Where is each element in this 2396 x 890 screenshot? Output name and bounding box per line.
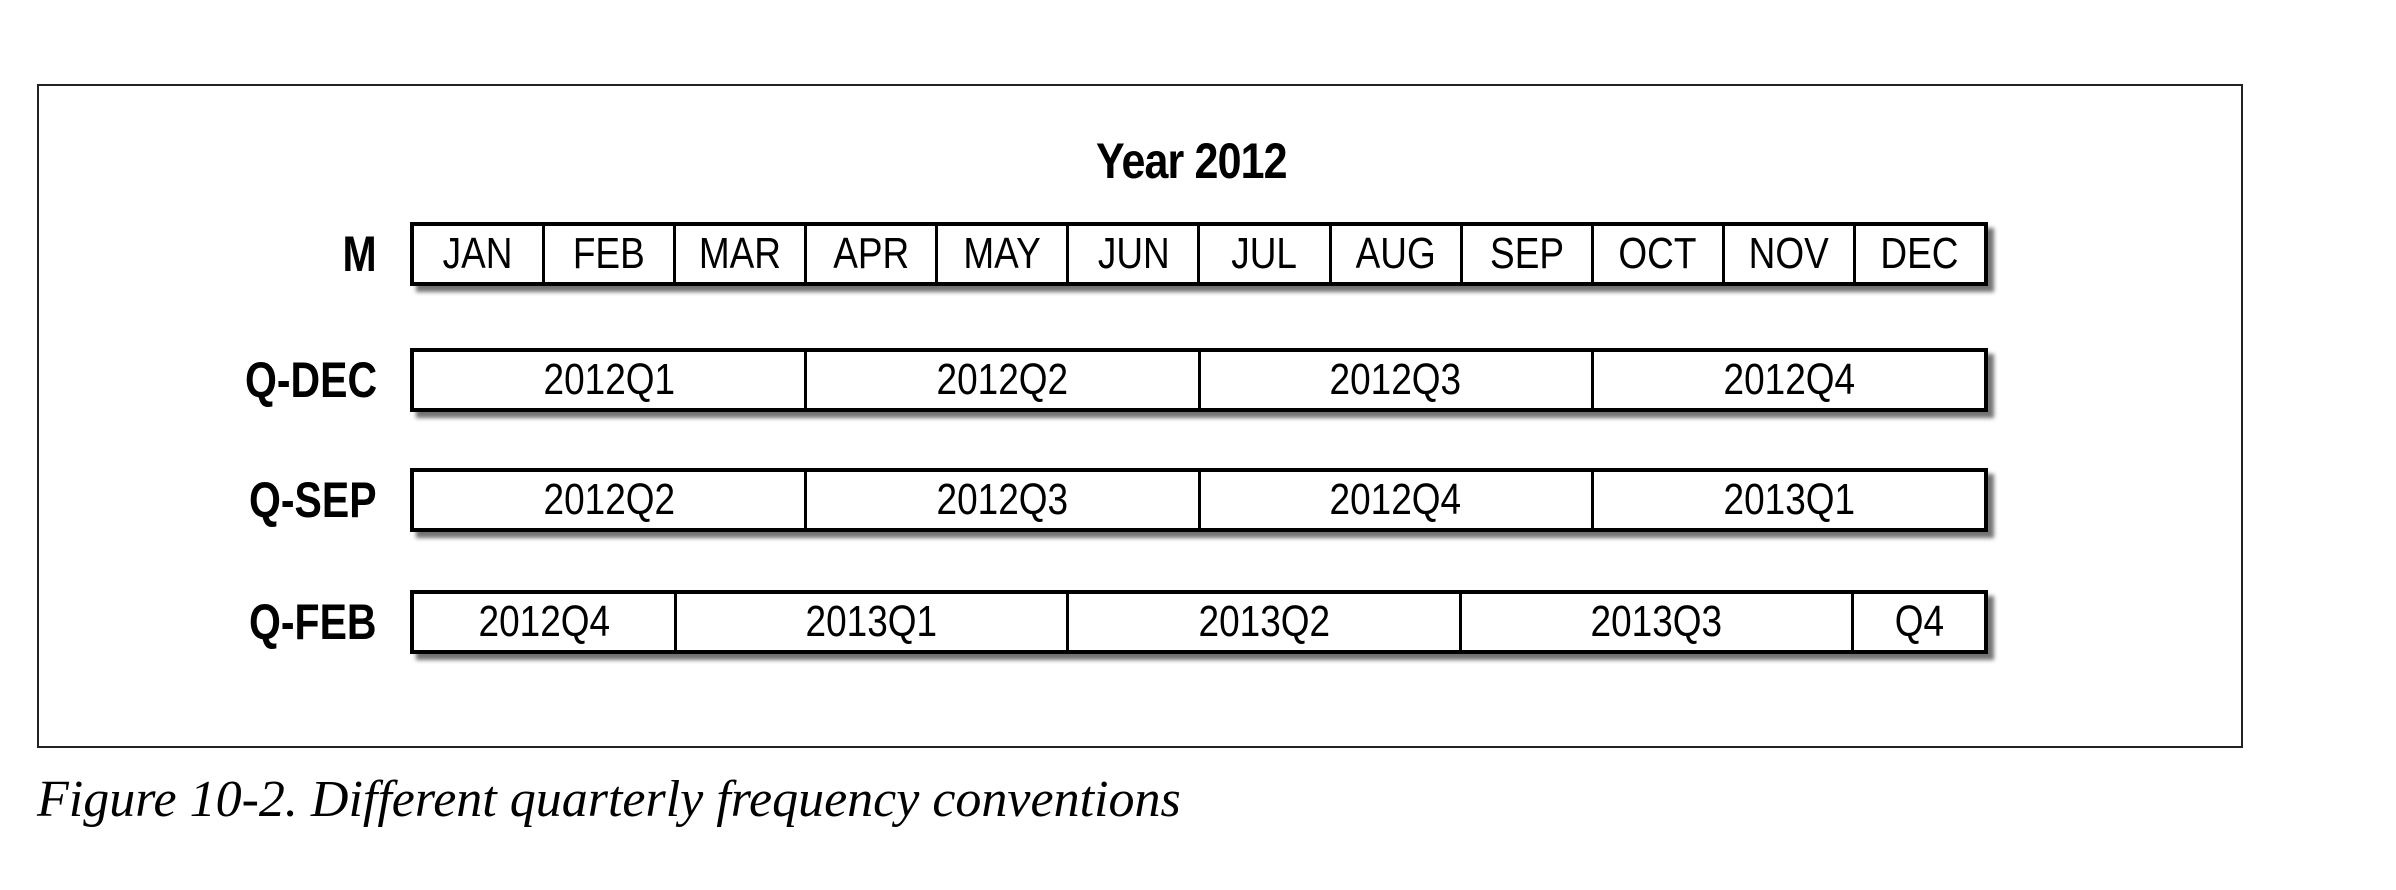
period-bar: 2012Q4 2013Q1 2013Q2 2013Q3 Q4 xyxy=(410,590,1988,654)
period-cell-label: SEP xyxy=(1489,229,1564,278)
period-cell-label: 2012Q3 xyxy=(1329,355,1462,404)
period-cell-label: JAN xyxy=(443,229,513,278)
period-bar: JAN FEB MAR APR MAY JUN JUL AUG SEP OCT NOV DEC xyxy=(410,222,1988,286)
period-cell-label: 2013Q1 xyxy=(805,597,938,646)
period-cell-label: AUG xyxy=(1355,229,1436,278)
period-cell: 2012Q3 xyxy=(1201,352,1594,408)
period-cell: NOV xyxy=(1725,226,1856,282)
period-cell-label: 2012Q4 xyxy=(1723,355,1855,404)
period-cell: Q4 xyxy=(1854,594,1984,650)
period-bar: 2012Q2 2012Q3 2012Q4 2013Q1 xyxy=(410,468,1988,532)
period-cell: 2012Q4 xyxy=(1594,352,1984,408)
period-cell-label: OCT xyxy=(1618,229,1697,278)
period-cell: 2013Q1 xyxy=(677,594,1070,650)
period-cell-label: MAY xyxy=(963,229,1042,278)
figure-frame xyxy=(37,84,2243,748)
period-cell: SEP xyxy=(1463,226,1594,282)
period-bar: 2012Q1 2012Q2 2012Q3 2012Q4 xyxy=(410,348,1988,412)
period-cell: JUN xyxy=(1069,226,1201,282)
period-cell-label: Q4 xyxy=(1894,597,1944,646)
figure-caption: Figure 10-2. Different quarterly frequen… xyxy=(37,771,1181,828)
row-label: Q-FEB xyxy=(249,594,377,650)
row-q-dec: Q-DEC 2012Q1 2012Q2 2012Q3 2012Q4 xyxy=(0,348,2396,412)
period-cell: 2013Q1 xyxy=(1594,472,1984,528)
period-cell-label: 2012Q3 xyxy=(936,475,1069,524)
period-cell: APR xyxy=(807,226,939,282)
row-q-feb: Q-FEB 2012Q4 2013Q1 2013Q2 2013Q3 Q4 xyxy=(0,590,2396,654)
period-cell: 2012Q1 xyxy=(414,352,808,408)
period-cell-label: 2012Q4 xyxy=(478,597,610,646)
period-cell: JUL xyxy=(1200,226,1332,282)
period-cell: OCT xyxy=(1594,226,1725,282)
period-cell: JAN xyxy=(414,226,546,282)
period-cell: DEC xyxy=(1856,226,1984,282)
figure-title-text: Year 2012 xyxy=(1096,133,1288,189)
period-cell-label: DEC xyxy=(1880,229,1959,278)
period-cell: 2013Q3 xyxy=(1462,594,1855,650)
period-cell: 2012Q4 xyxy=(1201,472,1594,528)
row-label: Q-SEP xyxy=(249,472,377,528)
figure-title: Year 2012 xyxy=(0,124,2396,194)
period-cell-label: JUN xyxy=(1097,229,1170,278)
period-cell-label: NOV xyxy=(1748,229,1829,278)
row-q-sep: Q-SEP 2012Q2 2012Q3 2012Q4 2013Q1 xyxy=(0,468,2396,532)
row-label: M xyxy=(342,226,377,282)
period-cell: 2012Q2 xyxy=(807,352,1201,408)
period-cell-label: 2012Q2 xyxy=(936,355,1069,404)
period-cell: 2012Q4 xyxy=(414,594,677,650)
period-cell: AUG xyxy=(1332,226,1463,282)
row-monthly: M JAN FEB MAR APR MAY JUN JUL AUG SEP OCT NOV DEC xyxy=(0,222,2396,286)
period-cell-label: 2013Q1 xyxy=(1723,475,1855,524)
period-cell-label: 2012Q4 xyxy=(1329,475,1462,524)
period-cell: FEB xyxy=(545,226,677,282)
period-cell: MAY xyxy=(938,226,1070,282)
period-cell-label: 2013Q2 xyxy=(1198,597,1330,646)
period-cell: 2013Q2 xyxy=(1069,594,1462,650)
period-cell-label: MAR xyxy=(699,229,782,278)
row-label: Q-DEC xyxy=(244,352,377,408)
period-cell-label: 2013Q3 xyxy=(1590,597,1723,646)
period-cell-label: FEB xyxy=(573,229,646,278)
period-cell-label: 2012Q1 xyxy=(543,355,675,404)
period-cell: MAR xyxy=(676,226,808,282)
period-cell-label: APR xyxy=(833,229,910,278)
period-cell: 2012Q3 xyxy=(807,472,1201,528)
period-cell: 2012Q2 xyxy=(414,472,808,528)
period-cell-label: 2012Q2 xyxy=(543,475,675,524)
period-cell-label: JUL xyxy=(1231,229,1298,278)
